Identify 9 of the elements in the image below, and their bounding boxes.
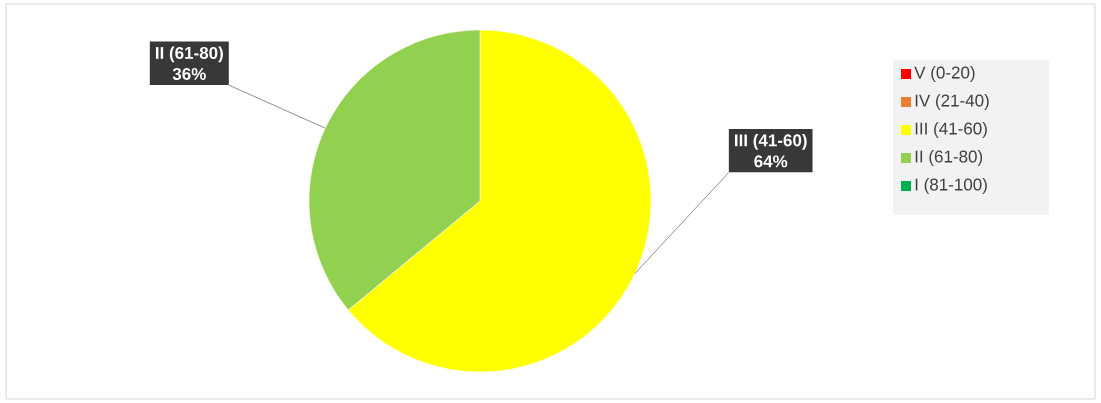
legend-label: V (0-20): [914, 66, 975, 82]
slice-label: II (61-80): [155, 46, 223, 63]
legend-label: II (61-80): [915, 150, 983, 166]
legend-label: IV (21-40): [915, 94, 989, 110]
legend-label: III (41-60): [915, 122, 987, 138]
data-label: 36%: [172, 67, 206, 80]
legend-label: I (81-100): [915, 178, 987, 194]
data-label: 64%: [754, 155, 788, 168]
slice-label: III (41-60): [735, 133, 807, 150]
